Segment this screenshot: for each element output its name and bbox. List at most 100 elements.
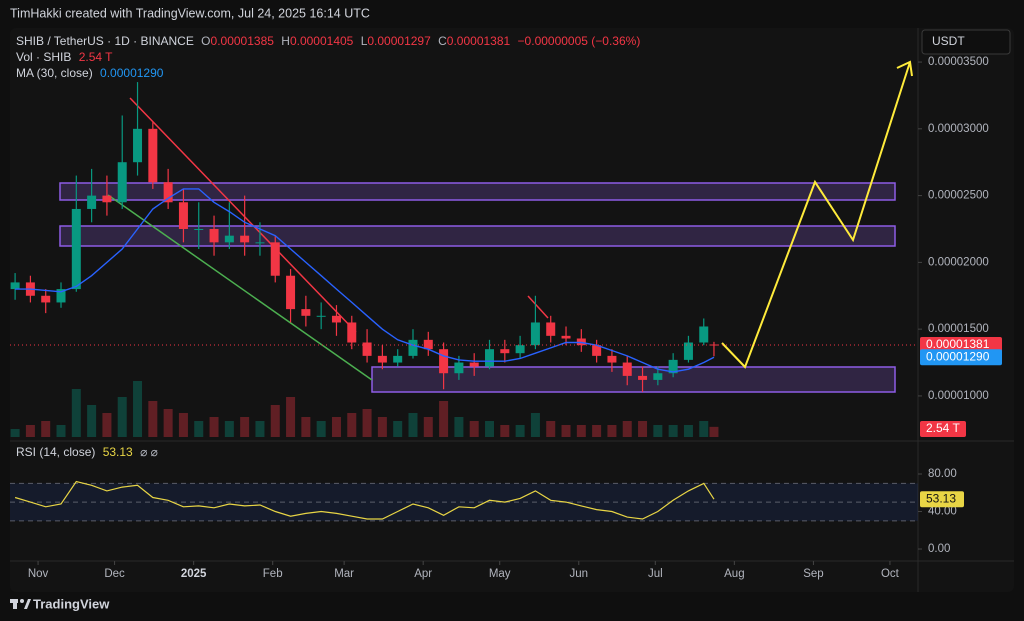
volume-bar (530, 413, 540, 437)
ohlc-label: H (281, 34, 290, 48)
candle-body (423, 339, 433, 350)
logo-part (20, 599, 24, 603)
zone (59, 182, 896, 201)
ohlc-label: O (201, 34, 210, 48)
rsi-icons: ⌀ ⌀ (140, 445, 158, 459)
x-tick-label: Aug (724, 568, 744, 580)
rsi-tag (920, 491, 964, 508)
chart-panel (10, 28, 1014, 592)
candle-body (607, 355, 617, 363)
candle-body (622, 362, 632, 376)
volume-bar (653, 425, 663, 437)
volume-bar (178, 413, 188, 437)
candle-body (362, 342, 372, 356)
candle-body (194, 228, 204, 230)
volume-bar (668, 425, 678, 437)
volume-bar (709, 426, 719, 437)
candle-body (71, 208, 81, 290)
currency-label[interactable]: USDT (932, 34, 965, 48)
volume-bar (362, 409, 372, 437)
projection-arrow (896, 60, 913, 77)
volume-value: 2.54 T (79, 50, 113, 64)
rsi-line (14, 480, 715, 520)
ohlc-value: 0.00001405 (290, 34, 354, 48)
candle-body (699, 326, 709, 343)
ma-tag (920, 349, 1002, 366)
volume-bar (546, 421, 556, 437)
zone (371, 366, 896, 393)
candle-body (530, 322, 540, 346)
volume-bar (148, 401, 158, 437)
logo-part (13, 599, 17, 609)
plot: 0.00001000 0.00001500 0.00002000 0.00002500… (10, 56, 1002, 580)
candle-body (500, 349, 510, 354)
ohlc-label: C (438, 34, 447, 48)
x-tick-label: Oct (881, 568, 900, 580)
rsi-tag-label: 53.13 (926, 491, 956, 505)
volume-bar (607, 425, 617, 437)
volume-bar (377, 417, 387, 437)
rsi-tick-label: 80.00 (928, 468, 957, 480)
brand-logo (10, 599, 31, 609)
volume-bar (638, 421, 648, 437)
rsi-value: 53.13 (103, 445, 133, 459)
currency-button[interactable] (921, 29, 1011, 55)
candle-body (41, 295, 51, 303)
symbol: SHIB / TetherUS · 1D · BINANCE (16, 34, 194, 48)
ma-label: MA (30, close) (16, 66, 93, 80)
volume-bar (515, 425, 525, 437)
volume-bar (117, 397, 127, 437)
legend-row: Vol · SHIB 2.54 T (16, 50, 113, 64)
candle-body (56, 289, 66, 303)
candle-body (301, 309, 311, 316)
candle-body (561, 335, 571, 339)
volume-bar (622, 421, 632, 437)
candle-body (347, 322, 357, 343)
trend-line (527, 295, 549, 319)
ohlc-value: 0.00001297 (367, 34, 431, 48)
candle-body (546, 322, 556, 336)
trend-line (129, 97, 357, 333)
candle-body (668, 359, 678, 374)
x-tick-label: Apr (414, 568, 432, 580)
candle-body (316, 315, 326, 317)
candle-body (10, 282, 20, 290)
volume-bar (485, 421, 495, 437)
candle-body (133, 128, 143, 163)
legend-row: RSI (14, close) 53.13 ⌀ ⌀ (16, 445, 158, 459)
ma-line (15, 188, 715, 373)
candle-body (331, 315, 341, 323)
x-tick-label: Mar (334, 568, 354, 580)
brand: TradingView (33, 596, 110, 611)
volume-tag (920, 421, 966, 437)
x-tick-label: Jun (570, 568, 589, 580)
ma-value: 0.00001290 (100, 66, 164, 80)
candle-body (87, 195, 97, 209)
candle-body (638, 375, 648, 380)
volume-label: Vol · SHIB (16, 50, 71, 64)
ohlc-value: 0.00001385 (211, 34, 275, 48)
y-tick-label: 0.00001000 (928, 390, 989, 402)
candle-body (178, 202, 188, 229)
volume-bar (71, 389, 81, 437)
volume-bar (286, 397, 296, 437)
candle-body (377, 355, 387, 363)
price-tag-label: 0.00001381 (926, 337, 990, 351)
volume-bar (25, 425, 35, 437)
x-tick-label: Nov (28, 568, 49, 580)
candle-body (393, 355, 403, 363)
x-tick-label: Dec (104, 568, 125, 580)
volume-bar (500, 425, 510, 437)
volume-bar (699, 421, 709, 437)
legend-row: SHIB / TetherUS · 1D · BINANCE O0.000013… (16, 34, 640, 48)
candle-body (592, 345, 602, 356)
y-tick-label: 0.00001500 (928, 323, 989, 335)
volume-bar (423, 417, 433, 437)
zone (59, 225, 896, 247)
volume-bar (87, 405, 97, 437)
volume-bar (102, 413, 112, 437)
x-tick-label: May (489, 568, 511, 580)
candle-body (270, 242, 280, 276)
candle-body (224, 235, 234, 243)
